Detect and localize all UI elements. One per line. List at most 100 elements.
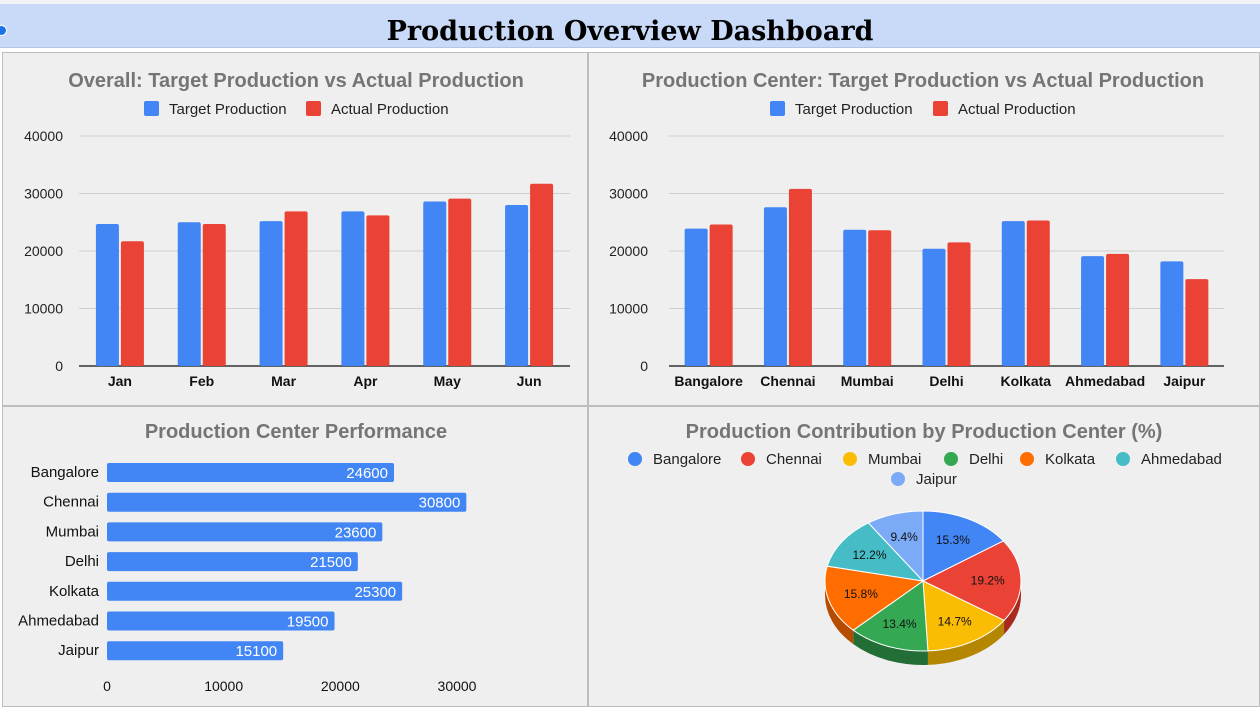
- y-category-label: Jaipur: [58, 642, 99, 659]
- y-tick-label: 40000: [609, 128, 648, 144]
- bar-mumbai: [107, 522, 383, 542]
- x-tick-label: Jan: [108, 373, 132, 389]
- x-tick-label: Feb: [189, 373, 214, 389]
- legend-label: Chennai: [766, 451, 822, 468]
- bar-value-label: 15100: [235, 643, 277, 660]
- pie-value-label: 9.4%: [890, 530, 918, 544]
- bar-bangalore: [107, 463, 394, 482]
- y-tick-label: 30000: [609, 186, 648, 202]
- monthly-target-vs-actual-panel[interactable]: Overall: Target Production vs Actual Pro…: [2, 52, 588, 406]
- bar-ahmedabad: [107, 611, 335, 631]
- center-performance-panel[interactable]: Production Center Performance Bangalore 24…: [2, 406, 588, 707]
- legend-dot: [843, 452, 857, 466]
- legend-dot: [891, 472, 905, 486]
- pie-value-label: 12.2%: [852, 548, 886, 562]
- legend-dot: [741, 452, 755, 466]
- pie-side-chennai: [1004, 581, 1021, 635]
- chart-title: Overall: Target Production vs Actual Pro…: [68, 70, 524, 92]
- bar-bangalore-target: [684, 228, 708, 366]
- center-bar-chart: Production Center: Target Production vs …: [609, 70, 1224, 389]
- x-tick-label: 0: [103, 678, 111, 694]
- legend-label: Kolkata: [1045, 451, 1096, 468]
- x-tick-label: Chennai: [760, 373, 815, 389]
- contribution-pie-panel[interactable]: Production Contribution by Production Ce…: [588, 406, 1260, 707]
- pie-slice-jaipur: [867, 510, 924, 583]
- legend-swatch: [933, 101, 948, 116]
- pie-slice-kolkata: [824, 565, 925, 631]
- dashboard-header: Production Overview Dashboard: [0, 4, 1260, 48]
- chart-title: Production Center Performance: [145, 421, 447, 443]
- bar-value-label: 30800: [419, 495, 461, 512]
- legend-label: Target Production: [795, 101, 913, 118]
- y-tick-label: 30000: [24, 186, 63, 202]
- y-tick-label: 10000: [24, 301, 63, 317]
- bar-feb-target: [177, 222, 201, 366]
- legend-label: Bangalore: [653, 451, 721, 468]
- bar-jaipur-target: [1160, 261, 1184, 366]
- bar-ahmedabad-target: [1081, 256, 1105, 366]
- pie-slice-delhi: [852, 580, 929, 652]
- bar-mumbai-target: [843, 229, 867, 366]
- bar-chennai-target: [763, 207, 787, 366]
- bar-mumbai-actual: [868, 230, 892, 366]
- pie-side-delhi: [853, 630, 928, 665]
- pie-value-label: 13.4%: [883, 617, 917, 631]
- legend-label: Target Production: [169, 101, 287, 118]
- legend-dot: [1116, 452, 1130, 466]
- y-tick-label: 0: [640, 358, 648, 374]
- bar-may-actual: [448, 198, 472, 366]
- bar-delhi: [107, 552, 358, 572]
- x-tick-label: Mumbai: [841, 373, 894, 389]
- bar-jaipur: [107, 641, 284, 661]
- x-tick-label: Ahmedabad: [1065, 373, 1145, 389]
- bar-mar-actual: [284, 211, 308, 366]
- x-tick-label: 20000: [321, 678, 360, 694]
- pie-slice-mumbai: [922, 580, 1005, 652]
- y-tick-label: 20000: [24, 243, 63, 259]
- legend-dot: [628, 452, 642, 466]
- legend-label: Actual Production: [958, 101, 1076, 118]
- bar-apr-actual: [366, 215, 390, 366]
- legend-swatch: [144, 101, 159, 116]
- bar-chennai: [107, 492, 467, 512]
- bar-bangalore-actual: [709, 224, 733, 366]
- monthly-bar-chart: Overall: Target Production vs Actual Pro…: [24, 70, 570, 389]
- y-tick-label: 20000: [609, 243, 648, 259]
- x-tick-label: 10000: [204, 678, 243, 694]
- pie-slice-chennai: [921, 540, 1022, 621]
- y-tick-label: 40000: [24, 128, 63, 144]
- bar-jan-actual: [120, 241, 144, 366]
- pie-value-label: 15.3%: [936, 533, 970, 547]
- legend-label: Jaipur: [916, 471, 957, 488]
- x-tick-label: Bangalore: [674, 373, 743, 389]
- bar-mar-target: [259, 221, 283, 366]
- contribution-pie-chart: Production Contribution by Production Ce…: [628, 421, 1222, 665]
- legend-label: Actual Production: [331, 101, 449, 118]
- selection-handle[interactable]: [0, 25, 7, 36]
- pie-slice-ahmedabad: [826, 522, 925, 582]
- pie-value-label: 19.2%: [971, 574, 1005, 588]
- bar-chennai-actual: [788, 188, 812, 366]
- bar-ahmedabad-actual: [1106, 253, 1130, 366]
- legend-swatch: [770, 101, 785, 116]
- y-category-label: Kolkata: [49, 583, 100, 600]
- bar-may-target: [423, 201, 447, 366]
- pie-value-label: 15.8%: [844, 587, 878, 601]
- pie-value-label: 14.7%: [938, 614, 972, 628]
- bar-apr-target: [341, 211, 365, 366]
- y-category-label: Delhi: [65, 553, 99, 570]
- x-tick-label: Mar: [271, 373, 296, 389]
- performance-bar-chart: Production Center Performance Bangalore 24…: [18, 421, 477, 694]
- x-tick-label: Kolkata: [1000, 373, 1051, 389]
- bar-feb-actual: [202, 223, 226, 366]
- bar-jun-actual: [530, 183, 554, 366]
- center-target-vs-actual-panel[interactable]: Production Center: Target Production vs …: [588, 52, 1260, 406]
- pie-side-kolkata: [825, 581, 854, 645]
- bar-value-label: 23600: [335, 524, 377, 541]
- x-tick-label: 30000: [438, 678, 477, 694]
- bar-jaipur-actual: [1185, 279, 1209, 366]
- bar-value-label: 21500: [310, 554, 352, 571]
- x-tick-label: Apr: [353, 373, 378, 389]
- bar-value-label: 19500: [287, 614, 329, 631]
- x-tick-label: Jun: [517, 373, 542, 389]
